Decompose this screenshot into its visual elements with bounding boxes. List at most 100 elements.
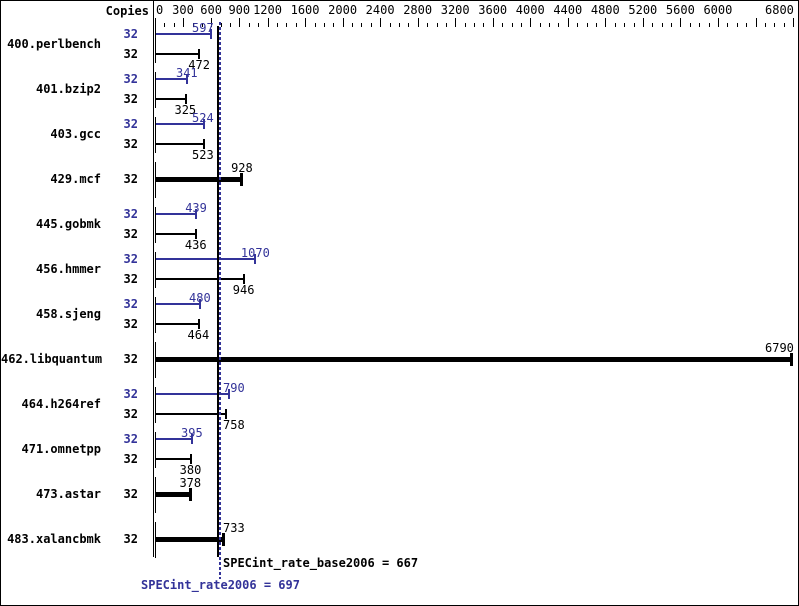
peak-bar-end-cap	[195, 209, 198, 219]
base-bar	[156, 413, 227, 415]
peak-bar-end-cap	[210, 29, 212, 39]
axis-tick	[755, 18, 757, 27]
copies-value-base: 32	[123, 452, 138, 466]
peak-bar-end-cap	[203, 119, 206, 129]
benchmark-row: 473.astar 32 378	[1, 473, 798, 518]
copies-column-header: Copies	[105, 4, 149, 18]
copies-value-base: 32	[123, 407, 138, 421]
axis-tick	[286, 23, 288, 27]
axis-tick	[567, 18, 569, 27]
copies-value-base: 32	[123, 92, 138, 106]
base-value-label: 472	[188, 58, 210, 72]
axis-tick	[577, 23, 579, 27]
axis-tick	[511, 23, 513, 27]
row-axis-tick	[155, 72, 156, 108]
axis-tick	[689, 23, 691, 27]
benchmark-row: 400.perlbench 32 32 597 472	[1, 21, 798, 72]
axis-tick	[164, 23, 166, 27]
base-bar	[156, 458, 191, 460]
axis-tick	[155, 18, 156, 27]
copies-value-peak: 32	[123, 27, 138, 41]
axis-tick	[305, 18, 307, 27]
row-axis-tick	[155, 207, 156, 243]
axis-tick	[605, 18, 607, 27]
benchmark-row: 429.mcf 32 928	[1, 158, 798, 203]
copies-value-base: 32	[123, 47, 138, 61]
axis-tick	[793, 18, 794, 27]
axis-tick	[445, 23, 447, 27]
base-bar	[156, 233, 196, 235]
copies-value-peak: 32	[123, 207, 138, 221]
axis-tick	[173, 23, 175, 27]
axis-tick	[314, 23, 316, 27]
peak-bar	[156, 258, 256, 260]
benchmark-row: 445.gobmk 32 32 439 436	[1, 201, 798, 252]
axis-tick	[239, 18, 241, 27]
benchmark-row: 483.xalancbmk 32 733	[1, 518, 798, 563]
peak-bar-end-cap	[186, 74, 188, 84]
axis-tick	[483, 23, 485, 27]
axis-tick	[408, 23, 410, 27]
base-bar	[156, 53, 200, 55]
axis-tick	[736, 23, 738, 27]
axis-tick	[633, 23, 635, 27]
axis-tick	[586, 23, 588, 27]
axis-tick	[333, 23, 335, 27]
axis-tick	[717, 18, 719, 27]
axis-tick	[783, 23, 785, 27]
axis-tick	[727, 23, 729, 27]
copies-value-base: 32	[123, 487, 138, 501]
peak-value-label: 790	[223, 381, 245, 395]
copies-value-base: 32	[123, 227, 138, 241]
axis-tick	[464, 23, 466, 27]
copies-value-base: 32	[123, 137, 138, 151]
row-axis-tick	[155, 387, 156, 423]
peak-bar-end-cap	[228, 389, 231, 399]
axis-tick	[746, 23, 748, 27]
axis-tick-label: 1200	[253, 3, 282, 17]
axis-tick	[558, 23, 560, 27]
base-bar	[156, 537, 224, 542]
axis-tick	[474, 23, 475, 27]
row-axis-tick	[155, 162, 156, 198]
base-bar	[156, 492, 191, 497]
axis-tick	[352, 23, 353, 27]
base-value-label: 464	[187, 328, 210, 342]
base-value-label: 758	[223, 418, 245, 432]
axis-tick	[277, 23, 278, 27]
axis-tick-label: 600	[200, 3, 222, 17]
base-bar-end-cap	[197, 319, 200, 329]
peak-bar	[156, 78, 187, 80]
axis-tick	[642, 18, 644, 27]
base-value-label: 380	[179, 463, 202, 477]
axis-tick	[680, 18, 682, 27]
base-bar	[156, 143, 205, 145]
axis-tick	[774, 23, 776, 27]
peak-bar	[156, 303, 200, 305]
base-bar-end-cap	[203, 139, 206, 149]
peak-bar	[156, 393, 230, 395]
base-bar-end-cap	[198, 49, 201, 59]
axis-tick	[596, 23, 597, 27]
peak-value-label: 439	[185, 201, 207, 215]
base-value-label: 436	[184, 238, 207, 252]
base-rate-label: SPECint_rate_base2006 = 667	[223, 556, 419, 570]
row-axis-tick	[155, 342, 156, 378]
axis-tick	[764, 23, 766, 27]
axis-tick	[370, 23, 372, 27]
axis-tick	[530, 18, 532, 27]
axis-tick	[323, 23, 325, 27]
benchmark-row: 471.omnetpp 32 32 395 380	[1, 426, 798, 477]
benchmark-label: 471.omnetpp	[21, 442, 101, 456]
row-axis-tick	[155, 477, 156, 513]
axis-tick	[614, 23, 616, 27]
axis-tick	[389, 23, 391, 27]
axis-tick-label: 4000	[515, 3, 545, 17]
base-value-label: 523	[192, 148, 214, 162]
axis-tick-label: 300	[172, 3, 194, 17]
axis-tick-label: 2400	[365, 3, 395, 17]
copies-value-base: 32	[123, 352, 138, 366]
axis-tick-label: 3600	[478, 3, 508, 17]
axis-tick-label: 4400	[553, 3, 583, 17]
benchmark-label: 445.gobmk	[35, 217, 101, 231]
